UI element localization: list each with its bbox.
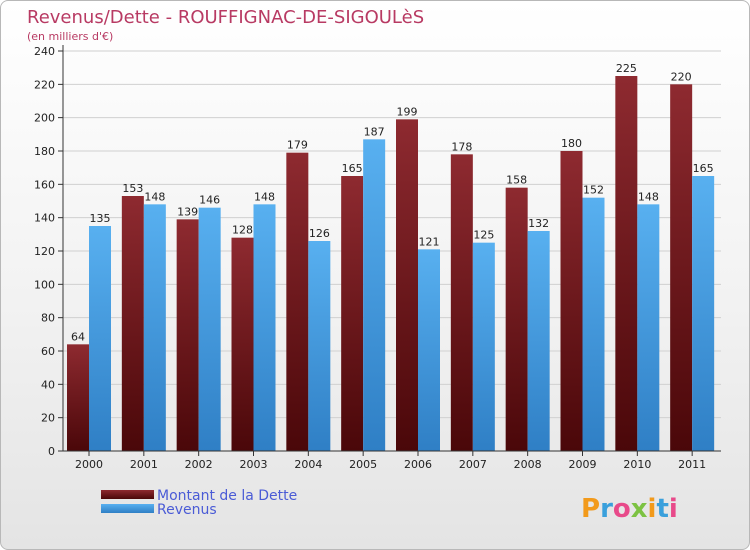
- x-tick-label: 2005: [349, 458, 377, 471]
- bar-revenus: [143, 204, 166, 451]
- legend: Montant de la Dette Revenus: [101, 488, 297, 518]
- bar-revenus: [637, 204, 660, 451]
- bar-revenus: [692, 176, 715, 451]
- bars: 6413515314813914612814817912616518719912…: [67, 62, 715, 452]
- bar-value-label: 158: [506, 174, 527, 187]
- bar-dette: [121, 196, 144, 451]
- logo-letter: P: [581, 494, 600, 524]
- bar-value-label: 165: [342, 162, 363, 175]
- y-tick-label: 80: [41, 312, 55, 325]
- bar-value-label: 128: [232, 224, 253, 237]
- logo-letter: i: [648, 494, 657, 524]
- y-tick-label: 140: [34, 212, 55, 225]
- bar-value-label: 132: [528, 217, 549, 230]
- axes: 0 20 40 60 80 100 120 140 160 180 200 220 240 2000 200…: [34, 45, 721, 471]
- bar-dette: [176, 219, 199, 451]
- bar-dette: [615, 76, 638, 451]
- bar-value-label: 148: [254, 190, 275, 203]
- x-tick-label: 2000: [75, 458, 103, 471]
- x-tick-label: 2011: [678, 458, 706, 471]
- x-tick-label: 2007: [459, 458, 487, 471]
- bar-value-label: 180: [561, 137, 582, 150]
- bar-value-label: 152: [583, 184, 604, 197]
- bar-value-label: 165: [693, 162, 714, 175]
- bar-dette: [560, 151, 583, 451]
- bar-revenus: [253, 204, 276, 451]
- y-tick-label: 120: [34, 245, 55, 258]
- legend-swatch-debt: [101, 490, 154, 499]
- logo-letter: o: [613, 494, 631, 524]
- bar-revenus: [472, 242, 495, 451]
- bar-dette: [231, 237, 254, 451]
- bar-revenus: [418, 249, 440, 451]
- y-tick-label: 220: [34, 78, 55, 91]
- chart-title: Revenus/Dette - ROUFFIGNAC-DE-SIGOULèS: [27, 7, 424, 28]
- legend-label-revenus: Revenus: [157, 502, 217, 518]
- y-tick-label: 160: [34, 178, 55, 191]
- bar-dette: [286, 152, 309, 451]
- bar-value-label: 139: [177, 205, 198, 218]
- bar-revenus: [308, 241, 331, 451]
- bar-dette: [396, 119, 418, 451]
- bar-value-label: 146: [199, 194, 220, 207]
- y-tick-label: 180: [34, 145, 55, 158]
- legend-label-debt: Montant de la Dette: [157, 488, 297, 504]
- y-tick-label: 200: [34, 112, 55, 125]
- bar-value-label: 135: [90, 212, 111, 225]
- bar-revenus: [582, 197, 605, 451]
- bar-value-label: 179: [287, 139, 308, 152]
- bar-value-label: 126: [309, 227, 330, 240]
- bar-revenus: [527, 231, 550, 451]
- y-tick-label: 100: [34, 278, 55, 291]
- y-tick-label: 0: [48, 445, 55, 458]
- logo-letter: x: [631, 494, 648, 524]
- bar-dette: [341, 176, 364, 451]
- bar-value-label: 148: [638, 190, 659, 203]
- x-tick-label: 2004: [294, 458, 322, 471]
- bar-dette: [505, 187, 528, 451]
- x-tick-label: 2009: [569, 458, 597, 471]
- x-tick-label: 2003: [240, 458, 268, 471]
- x-tick-label: 2001: [130, 458, 158, 471]
- bar-value-label: 64: [71, 330, 85, 343]
- y-tick-label: 240: [34, 45, 55, 58]
- bar-dette: [450, 154, 473, 452]
- x-tick-label: 2008: [514, 458, 542, 471]
- chart-subtitle: (en milliers d'€): [27, 30, 113, 43]
- bar-value-label: 220: [671, 70, 692, 83]
- bar-revenus: [363, 139, 386, 452]
- bar-value-label: 153: [122, 182, 143, 195]
- bar-dette: [67, 344, 89, 451]
- bar-value-label: 178: [451, 140, 472, 153]
- bar-value-label: 148: [144, 190, 165, 203]
- x-tick-label: 2002: [185, 458, 213, 471]
- logo-letter: t: [656, 494, 668, 524]
- logo-letter: i: [669, 494, 678, 524]
- bar-value-label: 121: [419, 235, 440, 248]
- y-tick-label: 60: [41, 345, 55, 358]
- y-tick-label: 20: [41, 412, 55, 425]
- y-tick-label: 40: [41, 378, 55, 391]
- x-tick-label: 2006: [404, 458, 432, 471]
- logo-letter: r: [600, 494, 613, 524]
- legend-swatch-revenus: [101, 504, 154, 513]
- bar-value-label: 125: [473, 229, 494, 242]
- bar-revenus: [198, 207, 221, 451]
- x-tick-label: 2010: [623, 458, 651, 471]
- bar-value-label: 187: [364, 125, 385, 138]
- bar-dette: [670, 84, 693, 451]
- bar-value-label: 199: [397, 105, 418, 118]
- bar-revenus: [89, 226, 111, 451]
- proxiti-logo: Proxiti: [581, 494, 678, 524]
- bar-value-label: 225: [616, 62, 637, 75]
- grid-lines: [63, 50, 721, 452]
